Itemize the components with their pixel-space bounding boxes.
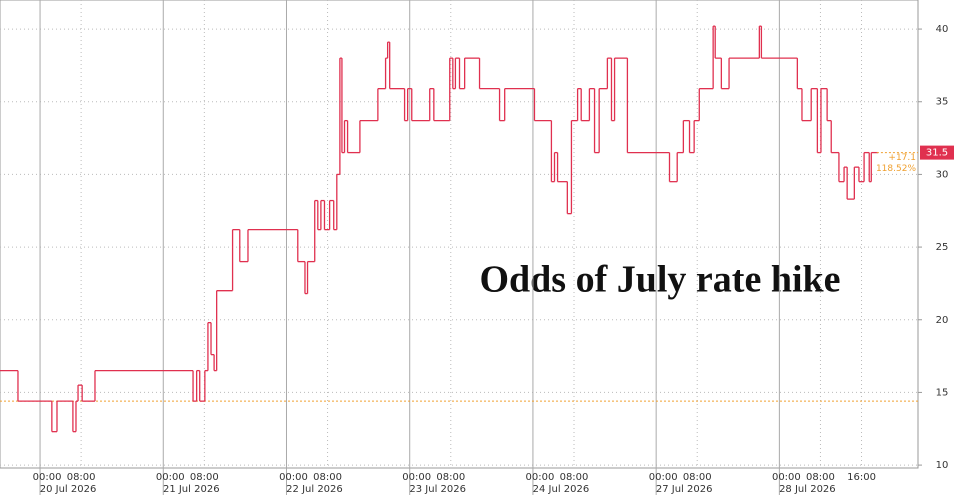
chart-title: Odds of July rate hike [479,259,840,301]
x-tick-label: 08:00 [313,472,342,483]
y-tick-label: 15 [936,387,949,398]
y-tick-label: 10 [936,460,949,471]
x-tick-label: 16:00 [847,472,876,483]
x-tick-label: 00:00 [279,472,308,483]
day-label: 24 Jul 2026 [533,484,590,495]
x-tick-label: 00:00 [402,472,431,483]
x-tick-label: 08:00 [436,472,465,483]
step-riser [17,26,872,432]
x-tick-label: 08:00 [190,472,219,483]
x-tick-label: 08:00 [560,472,589,483]
y-tick-label: 25 [936,242,949,253]
annotation: +17.1 [888,153,916,163]
y-tick-label: 30 [936,169,949,180]
day-label: 21 Jul 2026 [163,484,220,495]
x-tick-label: 00:00 [156,472,185,483]
x-tick-label: 08:00 [67,472,96,483]
last-value-box [920,145,954,160]
day-label: 22 Jul 2026 [286,484,343,495]
x-tick-label: 00:00 [772,472,801,483]
last-value-label: 31.5 [926,148,948,159]
y-tick-label: 20 [936,315,949,326]
y-tick-label: 40 [936,24,949,35]
day-label: 27 Jul 2026 [656,484,713,495]
x-tick-label: 00:00 [526,472,555,483]
x-tick-label: 00:00 [649,472,678,483]
day-label: 20 Jul 2026 [40,484,97,495]
x-tick-label: 00:00 [33,472,62,483]
x-tick-label: 08:00 [683,472,712,483]
day-label: 28 Jul 2026 [779,484,836,495]
annotation: 118.52% [876,164,916,174]
day-label: 23 Jul 2026 [409,484,466,495]
y-tick-label: 35 [936,97,949,108]
x-tick-label: 08:00 [806,472,835,483]
